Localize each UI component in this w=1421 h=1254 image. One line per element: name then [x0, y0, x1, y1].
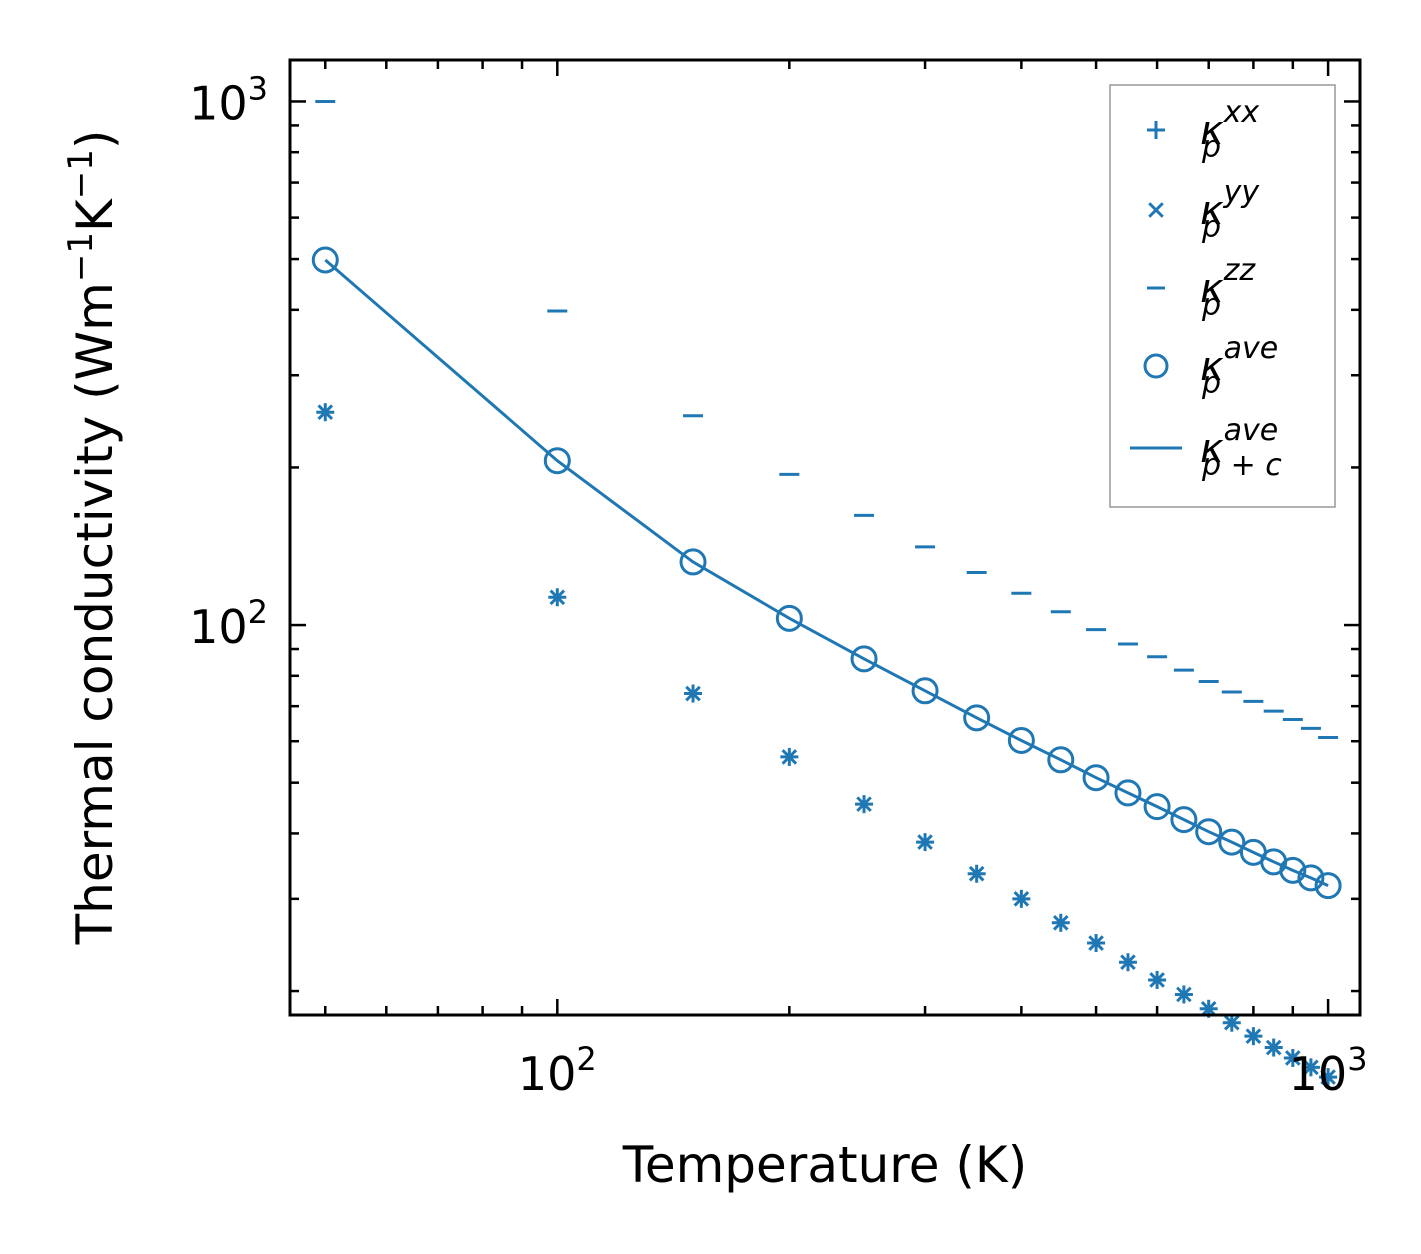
- circle-marker: [1279, 856, 1307, 884]
- legend-label: κyy: [1200, 175, 1260, 234]
- y-axis-label: Thermal conductivity (Wm−1K−1): [61, 130, 124, 946]
- x-marker: [1245, 1028, 1262, 1044]
- legend-label: κave: [1200, 331, 1278, 390]
- y-axis-label-pre: Thermal conductivity (Wm: [66, 282, 124, 945]
- series-3-points: [311, 246, 1342, 900]
- y-axis-label-mid: K: [66, 198, 124, 232]
- circle-marker: [1297, 864, 1325, 892]
- x-marker: [1320, 1069, 1336, 1085]
- axes-frame: [288, 58, 1362, 1017]
- series-1-points: [317, 404, 1336, 1085]
- y-axis-label-sup1: −1: [61, 232, 101, 282]
- circle-marker: [850, 645, 878, 673]
- x-marker: [1052, 914, 1069, 931]
- circle-marker: [1114, 779, 1142, 807]
- circle-marker: [1007, 726, 1035, 754]
- plus-marker: [1147, 121, 1165, 139]
- series-line-4: [324, 258, 1329, 887]
- circle-marker: [1314, 872, 1342, 900]
- x-marker: [1088, 935, 1104, 951]
- legend-label: κave: [1200, 413, 1278, 472]
- legend-subscript: p: [1201, 210, 1221, 245]
- circle-marker: [679, 548, 707, 576]
- x-tick-label: 103: [1289, 1040, 1368, 1101]
- x-marker: [1285, 1050, 1301, 1066]
- x-marker: [1120, 954, 1136, 971]
- legend-label: κxx: [1200, 95, 1259, 154]
- x-marker: [549, 589, 566, 606]
- y-axis-label-post: ): [66, 130, 124, 150]
- x-marker: [685, 685, 701, 702]
- circle-marker: [543, 447, 571, 475]
- x-marker: [968, 865, 985, 882]
- legend-label: κzz: [1200, 253, 1256, 312]
- circle-marker: [775, 604, 803, 632]
- y-tick-labels: 102 103: [189, 69, 268, 654]
- circle-marker: [1143, 353, 1169, 379]
- circle-marker: [963, 704, 991, 732]
- x-marker: [781, 749, 798, 765]
- y-tick-label: 103: [189, 69, 268, 130]
- x-axis-label: Temperature (K): [622, 1136, 1027, 1194]
- legend-box: [1109, 84, 1336, 508]
- legend-subscript: p: [1201, 130, 1221, 165]
- x-marker: [1303, 1059, 1319, 1076]
- x-marker: [856, 796, 872, 812]
- circle-marker: [1143, 793, 1171, 821]
- circle-marker: [1170, 806, 1198, 834]
- x-tick-labels: 102 103: [518, 1040, 1368, 1101]
- circle-marker: [1195, 818, 1223, 846]
- x-marker: [917, 834, 933, 850]
- circle-marker: [1218, 828, 1246, 856]
- y-tick-label: 102: [189, 593, 268, 654]
- circle-marker: [911, 677, 939, 705]
- x-marker: [1265, 1039, 1282, 1056]
- series-layer: [311, 99, 1342, 1087]
- x-marker: [1176, 986, 1192, 1003]
- series-2-points: [315, 99, 1339, 739]
- x-marker: [1223, 1014, 1240, 1031]
- legend-subscript: p: [1201, 366, 1221, 401]
- y-axis-label-sup2: −1: [61, 149, 101, 199]
- x-marker: [1200, 1000, 1217, 1017]
- x-tick-label: 102: [518, 1040, 597, 1101]
- legend-subscript: p + c: [1201, 448, 1282, 483]
- x-marker: [1013, 891, 1030, 907]
- circle-marker: [311, 246, 339, 274]
- x-marker: [1148, 202, 1164, 218]
- x-marker: [1149, 972, 1165, 988]
- x-marker: [317, 404, 334, 421]
- legend-subscript: p: [1201, 288, 1221, 323]
- circle-marker: [1047, 746, 1075, 774]
- circle-marker: [1082, 764, 1110, 792]
